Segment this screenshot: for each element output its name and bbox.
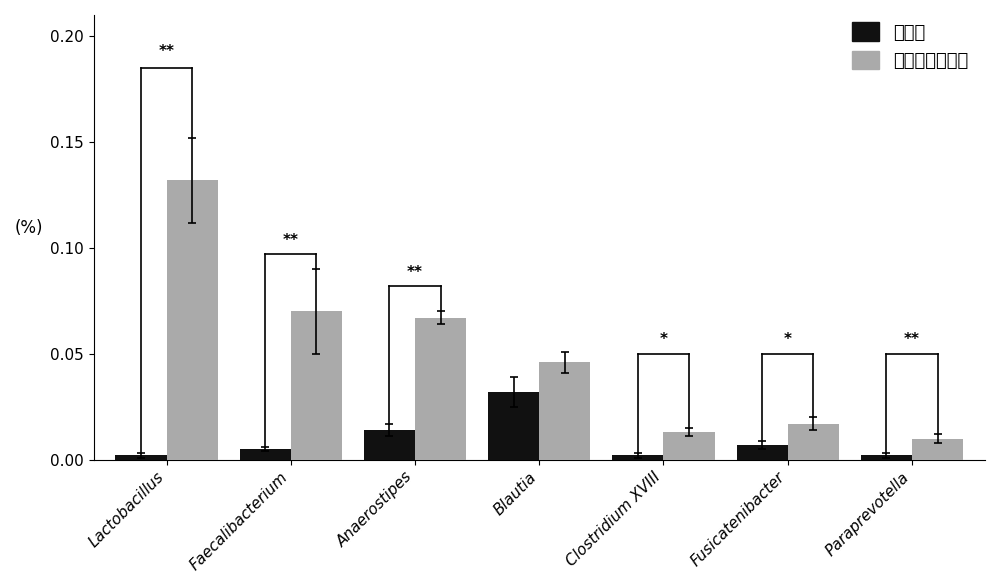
Bar <box>861 456 912 460</box>
Text: *: * <box>659 332 667 348</box>
Bar <box>912 439 963 460</box>
Y-axis label: (%): (%) <box>15 219 44 238</box>
Text: **: ** <box>904 332 920 348</box>
Text: **: ** <box>283 233 299 248</box>
Text: **: ** <box>407 265 423 280</box>
Bar <box>488 392 539 460</box>
Bar <box>291 312 342 460</box>
Bar <box>788 424 839 460</box>
Text: *: * <box>784 332 792 348</box>
Bar <box>364 430 415 460</box>
Bar <box>663 432 715 460</box>
Legend: 对照组, 齿叶乳香树树脂: 对照组, 齿叶乳香树树脂 <box>845 15 976 78</box>
Bar <box>415 318 466 460</box>
Bar <box>737 445 788 460</box>
Bar <box>539 362 590 460</box>
Bar <box>167 180 218 460</box>
Bar <box>240 449 291 460</box>
Bar <box>115 456 167 460</box>
Bar <box>612 456 663 460</box>
Text: **: ** <box>159 45 175 59</box>
